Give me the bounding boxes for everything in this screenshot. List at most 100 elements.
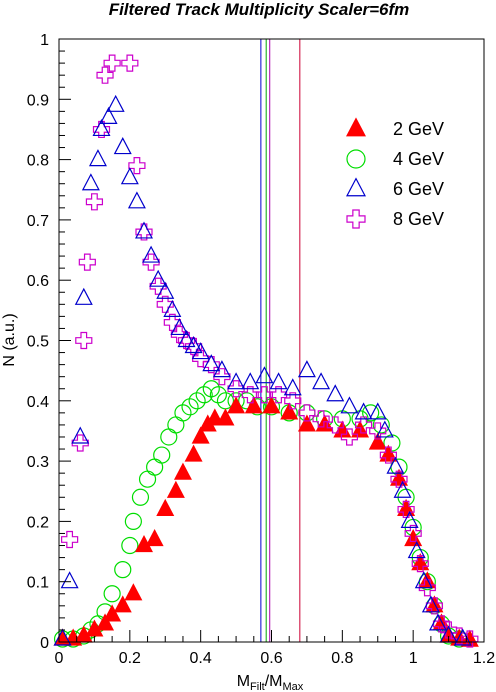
data-point xyxy=(103,585,121,603)
data-point xyxy=(326,384,345,402)
data-point xyxy=(400,510,419,529)
data-point xyxy=(411,555,429,573)
data-point xyxy=(124,512,142,531)
reference-lines xyxy=(260,39,301,642)
data-point xyxy=(414,571,433,589)
data-point xyxy=(227,396,246,414)
data-point xyxy=(202,380,220,398)
data-point xyxy=(340,428,359,446)
data-point xyxy=(312,410,330,428)
data-point xyxy=(163,299,182,317)
data-point xyxy=(113,595,132,613)
data-point xyxy=(121,54,139,72)
data-point xyxy=(114,561,132,579)
chart-title: Filtered Track Multiplicity Scaler=6fm xyxy=(109,0,410,19)
data-point xyxy=(120,167,139,185)
data-point xyxy=(156,281,175,299)
data-point xyxy=(241,372,260,390)
legend-label: 2 GeV xyxy=(393,119,444,139)
data-point xyxy=(113,137,132,155)
data-point xyxy=(88,149,107,167)
data-point xyxy=(241,386,259,404)
x-tick-label: 0.2 xyxy=(119,650,141,667)
data-point xyxy=(149,277,167,295)
data-point xyxy=(153,446,171,464)
data-point xyxy=(177,330,196,348)
axes: 0 0.2 0.4 0.6 0.8 1 1.2 0 0.1 0.2 0.3 0.4 0.5 0.6 0.7 0… xyxy=(27,32,495,667)
data-point xyxy=(71,434,89,452)
legend-marker xyxy=(346,209,366,229)
y-tick-label: 0.8 xyxy=(27,153,49,170)
y-tick-label: 0.4 xyxy=(27,394,49,411)
data-point xyxy=(386,456,405,474)
data-point xyxy=(184,336,203,354)
y-tick-label: 0.7 xyxy=(27,213,49,230)
data-point xyxy=(298,404,316,422)
data-point xyxy=(81,173,100,191)
data-point xyxy=(174,404,192,422)
legend-label: 6 GeV xyxy=(393,179,444,199)
series-8-gev xyxy=(61,54,479,648)
x-tick-label: 0 xyxy=(55,650,64,667)
data-point xyxy=(92,118,111,137)
data-point xyxy=(362,404,380,422)
data-point xyxy=(397,500,415,518)
data-point xyxy=(425,597,444,615)
x-tick-label: 1 xyxy=(409,650,418,667)
data-point xyxy=(127,191,146,209)
data-point xyxy=(202,354,221,372)
data-point xyxy=(354,402,373,420)
data-point xyxy=(227,372,246,390)
data-point xyxy=(404,529,423,547)
data-point xyxy=(142,245,161,263)
y-tick-label: 0.3 xyxy=(27,454,49,471)
data-point xyxy=(209,386,227,404)
data-point xyxy=(269,386,288,404)
y-axis-label: N (a.u.) xyxy=(1,313,18,366)
data-point xyxy=(326,416,344,434)
y-tick-label: 0.6 xyxy=(27,273,49,290)
data-point xyxy=(284,392,302,410)
data-point xyxy=(191,342,210,360)
data-point xyxy=(379,446,397,464)
data-point xyxy=(312,372,331,390)
data-point xyxy=(340,396,359,414)
data-point xyxy=(71,426,90,444)
data-point xyxy=(297,360,316,378)
data-point xyxy=(96,66,114,84)
data-point xyxy=(372,416,390,434)
data-point xyxy=(255,386,274,404)
y-tick-label: 1 xyxy=(40,32,49,49)
data-point xyxy=(227,380,245,398)
data-point xyxy=(450,627,468,645)
data-point xyxy=(390,470,408,488)
data-point xyxy=(170,317,189,336)
y-tick-label: 0 xyxy=(40,635,49,652)
legend-marker xyxy=(346,177,366,197)
data-point xyxy=(428,613,447,631)
data-point xyxy=(156,295,174,313)
data-point xyxy=(407,541,426,559)
data-point xyxy=(369,422,387,440)
data-point xyxy=(78,253,96,271)
data-point xyxy=(280,402,299,420)
y-tick-label: 0.9 xyxy=(27,92,49,109)
data-point xyxy=(173,462,192,480)
y-tick-label: 0.5 xyxy=(27,334,49,351)
data-point xyxy=(103,54,121,72)
legend-marker xyxy=(346,117,366,137)
data-point xyxy=(368,402,387,420)
data-point xyxy=(96,613,115,631)
data-point xyxy=(432,615,451,633)
data-point xyxy=(166,480,185,498)
x-tick-label: 1.2 xyxy=(473,650,495,667)
data-point xyxy=(99,106,118,124)
data-point xyxy=(212,360,231,378)
data-point xyxy=(103,604,122,622)
data-point xyxy=(124,583,143,601)
data-point xyxy=(184,444,203,462)
data-point xyxy=(368,432,387,450)
data-point xyxy=(149,269,168,287)
